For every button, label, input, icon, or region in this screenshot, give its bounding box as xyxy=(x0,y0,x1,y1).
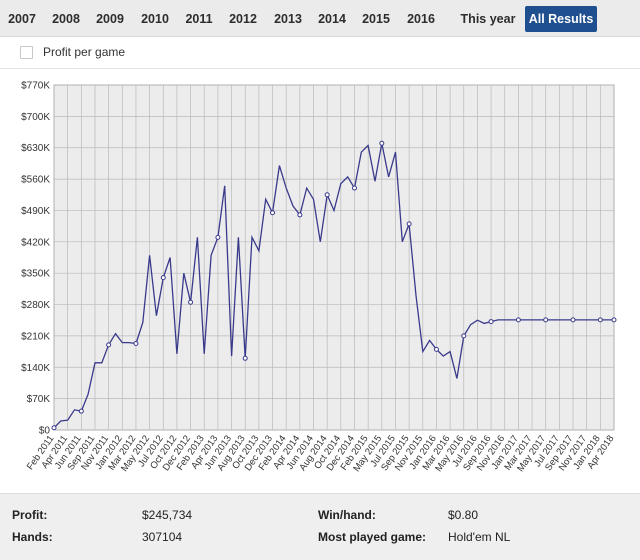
profit-per-game-toggle[interactable]: Profit per game xyxy=(20,44,125,60)
series-point xyxy=(515,317,521,323)
series-point xyxy=(297,212,303,218)
hands-label: Hands: xyxy=(12,530,53,544)
y-tick-label: $140K xyxy=(21,363,50,374)
y-tick-label: $0 xyxy=(39,426,51,437)
series-point xyxy=(51,425,57,431)
tab-2016[interactable]: 2016 xyxy=(407,12,435,26)
y-tick-label: $70K xyxy=(27,394,51,405)
tab-2015[interactable]: 2015 xyxy=(362,12,390,26)
series-point xyxy=(188,299,194,305)
series-point xyxy=(106,342,112,348)
most-played-game-label: Most played game: xyxy=(318,530,427,544)
series-point xyxy=(406,221,412,227)
tab-2010[interactable]: 2010 xyxy=(141,12,169,26)
tab-2011[interactable]: 2011 xyxy=(185,12,213,26)
most-played-game-value: Hold'em NL xyxy=(448,530,511,544)
series-point xyxy=(78,408,84,414)
tab-this-year[interactable]: This year xyxy=(460,12,516,26)
profit-per-game-checkbox[interactable] xyxy=(20,45,33,59)
profit-per-game-label: Profit per game xyxy=(43,45,126,59)
tab-2014[interactable]: 2014 xyxy=(318,12,346,26)
tab-2007[interactable]: 2007 xyxy=(8,12,36,26)
tab-2009[interactable]: 2009 xyxy=(96,12,124,26)
series-point xyxy=(133,341,139,347)
series-point xyxy=(379,140,385,146)
y-tick-label: $630K xyxy=(21,143,50,154)
series-point xyxy=(597,317,603,323)
plot-area xyxy=(53,84,615,431)
y-tick-label: $210K xyxy=(21,331,50,342)
profit-chart-panel: $0 $70K $140K $210K $280K $350K $420K $490K $560… xyxy=(0,68,640,493)
tab-2012[interactable]: 2012 xyxy=(229,12,257,26)
y-tick-label: $770K xyxy=(21,81,50,92)
series-point xyxy=(461,333,467,339)
series-point xyxy=(215,234,221,240)
series-point xyxy=(351,185,357,191)
series-point xyxy=(324,192,330,198)
y-tick-label: $280K xyxy=(21,300,50,311)
y-tick-label: $420K xyxy=(21,237,50,248)
series-point xyxy=(488,319,494,325)
profit-chart: $0 $70K $140K $210K $280K $350K $420K $490K $560… xyxy=(21,81,617,474)
series-point xyxy=(433,346,439,352)
tab-2008[interactable]: 2008 xyxy=(52,12,80,26)
y-tick-label: $350K xyxy=(21,269,50,280)
profit-value: $245,734 xyxy=(142,508,193,522)
series-point xyxy=(160,275,166,281)
hands-value: 307104 xyxy=(142,530,183,544)
y-tick-label: $490K xyxy=(21,206,50,217)
series-point xyxy=(270,210,276,216)
series-point xyxy=(242,355,248,361)
year-tab-bar: 2007 2008 2009 2010 2011 2012 2013 2014 … xyxy=(0,0,640,37)
y-tick-label: $560K xyxy=(21,175,50,186)
y-tick-label: $700K xyxy=(21,112,50,123)
win-per-hand-label: Win/hand: xyxy=(318,508,376,522)
tab-2013[interactable]: 2013 xyxy=(274,12,302,26)
series-point xyxy=(611,317,617,323)
tab-all-results[interactable]: All Results xyxy=(525,6,597,32)
win-per-hand-value: $0.80 xyxy=(448,508,479,522)
series-point xyxy=(570,317,576,323)
summary-stats: Profit: $245,734 Hands: 307104 Win/hand:… xyxy=(0,493,640,560)
series-markers xyxy=(51,140,617,431)
profit-label: Profit: xyxy=(12,508,48,522)
y-axis: $0 $70K $140K $210K $280K $350K $420K $490K $560… xyxy=(21,81,50,437)
series-point xyxy=(543,317,549,323)
